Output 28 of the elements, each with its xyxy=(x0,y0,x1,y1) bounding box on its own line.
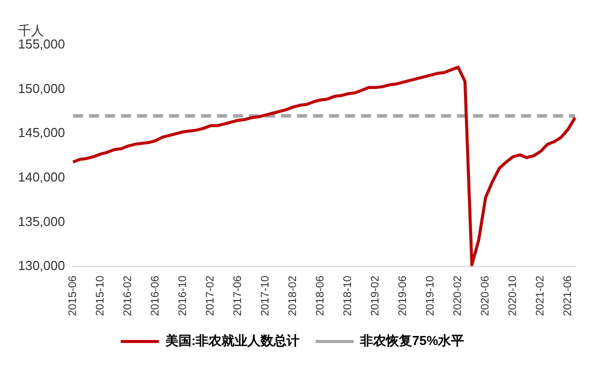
x-tick-label: 2018-06 xyxy=(314,276,327,316)
x-tick-label: 2021-06 xyxy=(562,276,574,316)
x-tick-label: 2021-02 xyxy=(534,276,547,316)
x-tick-label: 2019-02 xyxy=(370,276,382,316)
legend-label: 非农恢复75%水平 xyxy=(359,333,464,348)
x-tick-label: 2015-06 xyxy=(67,276,80,316)
y-tick-label: 150,000 xyxy=(18,80,65,96)
y-tick-label: 155,000 xyxy=(18,36,65,52)
x-tick-label: 2016-10 xyxy=(177,276,190,316)
y-tick-label: 145,000 xyxy=(18,125,65,140)
x-tick-label: 2018-10 xyxy=(342,276,354,316)
x-tick-label: 2019-06 xyxy=(397,276,410,316)
x-tick-label: 2020-06 xyxy=(480,276,492,316)
x-tick-label: 2016-02 xyxy=(122,276,134,316)
x-tick-label: 2019-10 xyxy=(424,276,437,316)
x-tick-label: 2020-10 xyxy=(507,276,520,316)
y-tick-label: 135,000 xyxy=(18,214,65,229)
x-tick-label: 2016-06 xyxy=(150,276,162,316)
x-tick-label: 2018-02 xyxy=(287,276,300,316)
y-tick-label: 130,000 xyxy=(18,258,65,274)
x-tick-label: 2017-02 xyxy=(204,276,217,316)
x-tick-label: 2017-10 xyxy=(260,276,272,316)
x-tick-label: 2015-10 xyxy=(94,276,107,316)
y-axis-title: 千人 xyxy=(18,22,44,39)
x-tick-label: 2020-02 xyxy=(452,276,464,316)
x-tick-label: 2017-06 xyxy=(232,276,244,316)
legend-label: 美国:非农就业人数总计 xyxy=(164,333,300,348)
y-tick-label: 140,000 xyxy=(18,170,65,185)
